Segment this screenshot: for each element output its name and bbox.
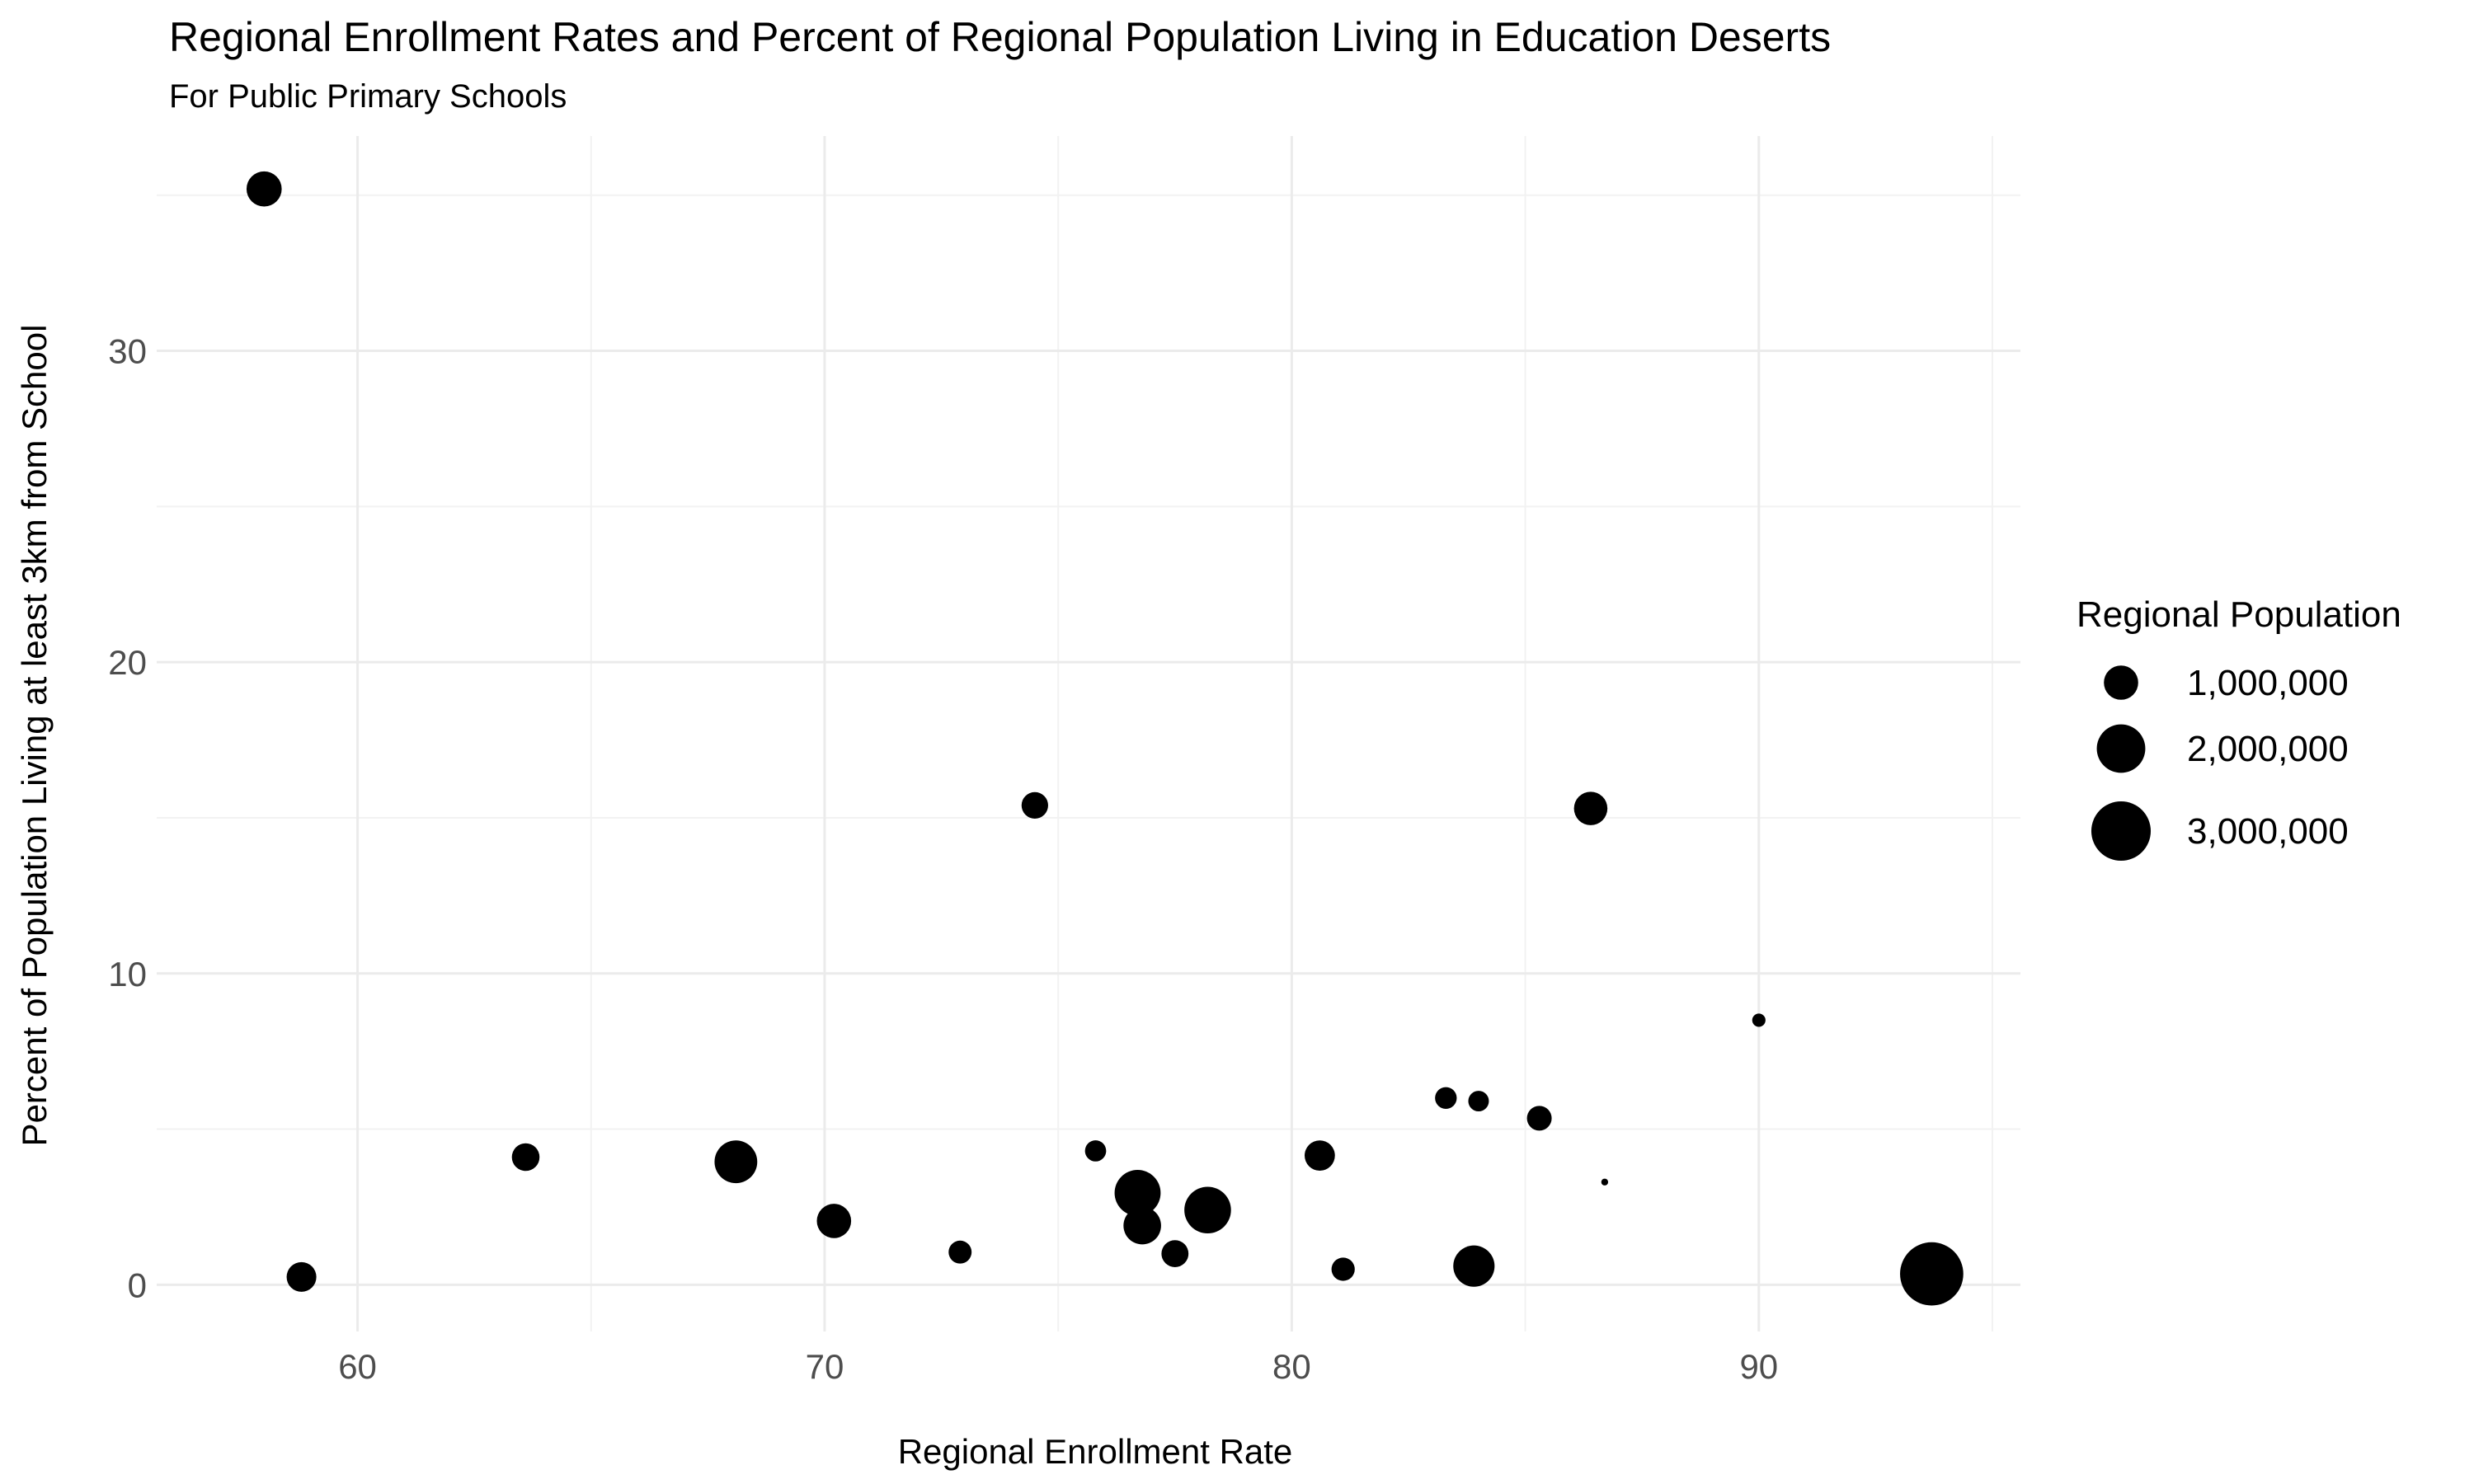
data-point (1601, 1178, 1609, 1186)
legend-label: 1,000,000 (2187, 663, 2349, 703)
x-tick-label: 80 (1272, 1347, 1311, 1386)
data-point (1573, 791, 1608, 825)
y-tick-label: 30 (108, 332, 147, 371)
data-point (948, 1240, 972, 1264)
data-point (714, 1140, 758, 1184)
data-point (1084, 1140, 1107, 1162)
data-point (1184, 1186, 1231, 1234)
data-point (1526, 1106, 1552, 1131)
legend-label: 2,000,000 (2187, 729, 2349, 769)
data-point (511, 1143, 540, 1172)
chart-title: Regional Enrollment Rates and Percent of… (169, 14, 1831, 60)
x-tick-label: 90 (1739, 1347, 1778, 1386)
legend: Regional Population 1,000,000 2,000,000 3,… (2077, 594, 2401, 862)
y-tick-label: 10 (108, 955, 147, 993)
x-axis-ticks: 60 70 80 90 (338, 1347, 1778, 1386)
x-tick-label: 60 (338, 1347, 377, 1386)
y-tick-label: 0 (128, 1266, 147, 1304)
data-points (246, 171, 1964, 1306)
data-point (1021, 791, 1048, 819)
data-point (1331, 1257, 1355, 1281)
legend-entries: 1,000,000 2,000,000 3,000,000 (2091, 663, 2349, 862)
data-point (1453, 1245, 1495, 1287)
legend-title: Regional Population (2077, 594, 2401, 635)
data-point (1435, 1087, 1457, 1109)
data-point (1752, 1013, 1766, 1027)
legend-size-key (2104, 665, 2138, 700)
legend-label: 3,000,000 (2187, 811, 2349, 852)
data-point (1161, 1240, 1189, 1267)
data-point (816, 1204, 852, 1238)
data-point (1305, 1140, 1335, 1172)
y-tick-label: 20 (108, 643, 147, 682)
x-tick-label: 70 (806, 1347, 844, 1386)
legend-size-key (2096, 724, 2146, 773)
legend-size-key (2091, 801, 2152, 862)
data-point (246, 171, 282, 207)
data-point (286, 1261, 317, 1292)
chart-subtitle: For Public Primary Schools (169, 78, 567, 115)
data-point (1900, 1242, 1964, 1306)
data-point (1114, 1170, 1161, 1216)
x-axis-title: Regional Enrollment Rate (898, 1432, 1293, 1471)
data-point (1468, 1091, 1489, 1112)
y-axis-title: Percent of Population Living at least 3k… (15, 325, 54, 1147)
y-axis-ticks: 0 10 20 30 (108, 332, 147, 1305)
major-grid (157, 136, 2020, 1331)
minor-grid (157, 136, 2020, 1331)
plot-panel (157, 136, 2020, 1331)
data-point (1123, 1206, 1161, 1245)
